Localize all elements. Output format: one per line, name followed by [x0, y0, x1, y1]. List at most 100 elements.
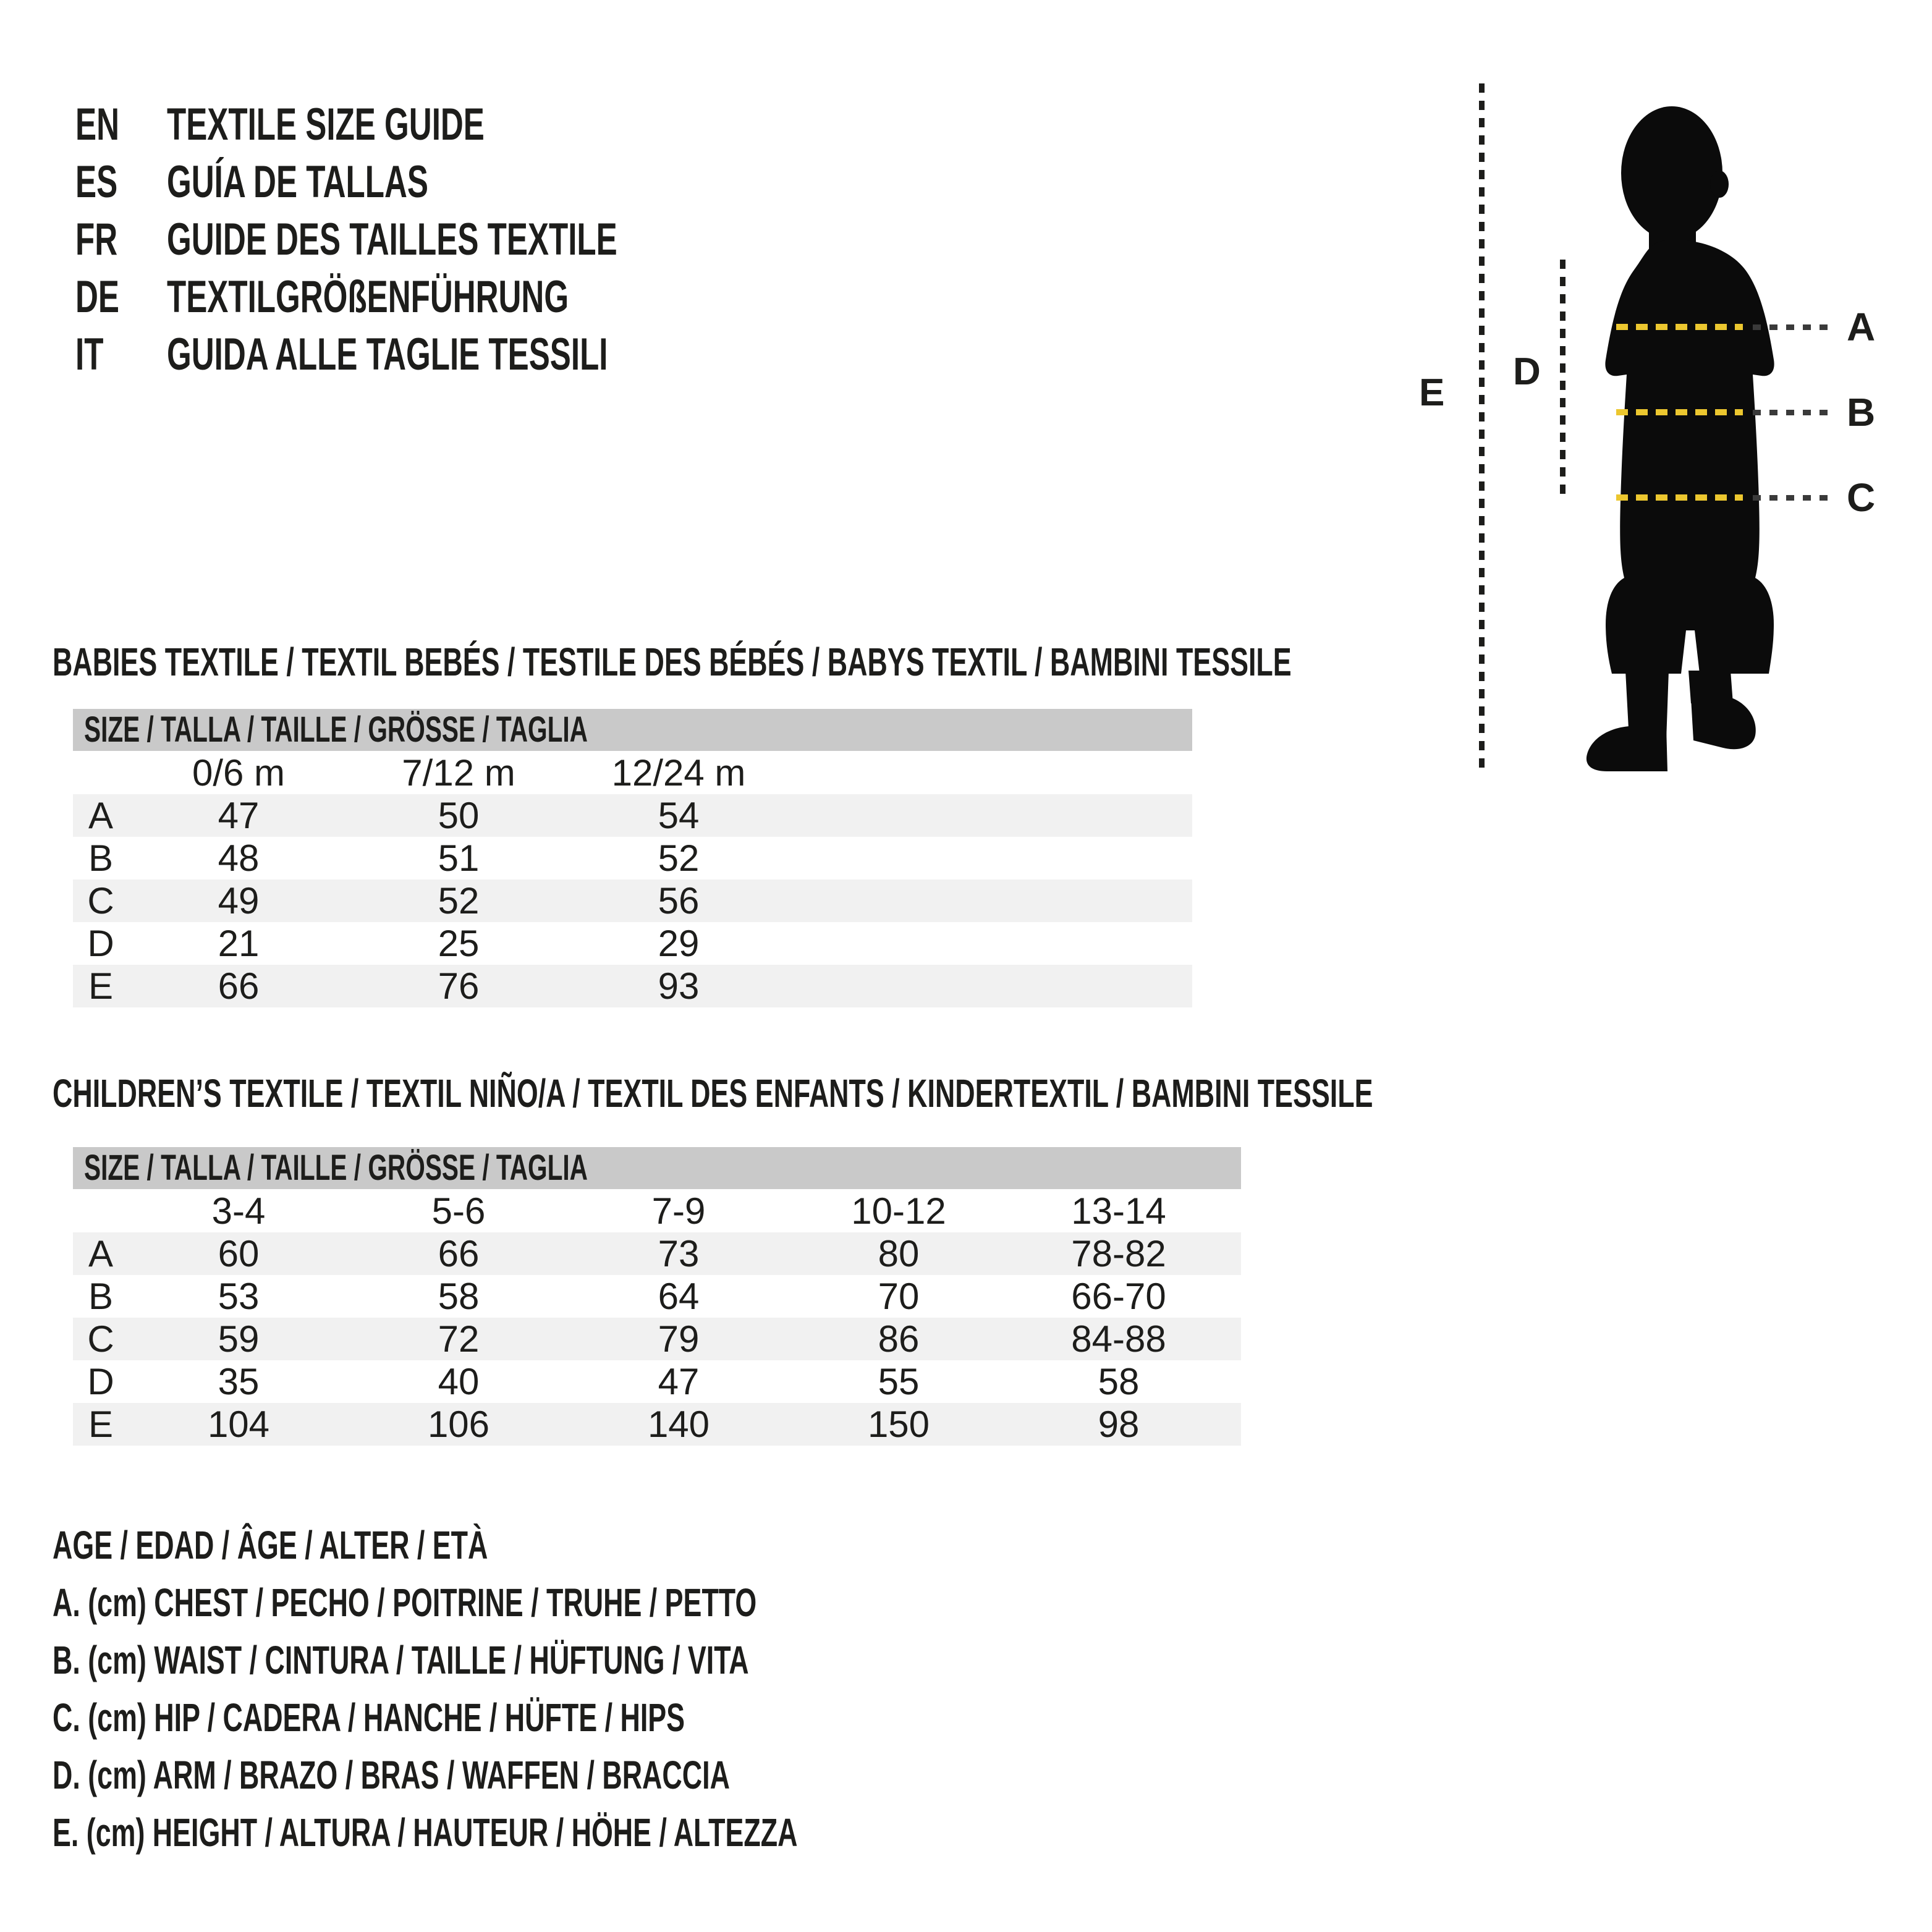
- language-code: ES: [75, 157, 118, 207]
- babies-size-bar: SIZE / TALLA / TAILLE / GRÖSSE / TAGLIA: [73, 709, 1192, 751]
- legend-text: C. (cm) HIP / CADERA / HANCHE / HÜFTE / …: [53, 1695, 685, 1740]
- size-cell: 35: [218, 1361, 260, 1402]
- filler-cell: [789, 879, 1192, 922]
- size-cell: 66-70: [1071, 1276, 1166, 1317]
- chest-dash-yellow: [1616, 324, 1743, 330]
- language-title-block: EN TEXTILE SIZE GUIDE ES GUÍA DE TALLAS FR…: [75, 96, 810, 383]
- size-cell: 76: [438, 965, 480, 1007]
- hip-dash-yellow: [1616, 494, 1743, 501]
- row-label: E: [88, 965, 114, 1007]
- size-cell: 53: [218, 1276, 260, 1317]
- size-cell: 64: [658, 1276, 700, 1317]
- language-row-es: ES GUÍA DE TALLAS: [75, 153, 810, 211]
- legend-age-line: AGE / EDAD / ÂGE / ALTER / ETÀ: [53, 1517, 1117, 1574]
- language-code: EN: [75, 100, 119, 150]
- size-cell: 58: [1098, 1361, 1140, 1402]
- filler-cell: [789, 922, 1192, 965]
- size-cell: 79: [658, 1318, 700, 1360]
- babies-size-table: SIZE / TALLA / TAILLE / GRÖSSE / TAGLIA …: [73, 709, 1192, 1007]
- size-cell: 58: [438, 1276, 480, 1317]
- size-cell: 72: [438, 1318, 480, 1360]
- children-col-13-14: 13-14: [1009, 1189, 1229, 1232]
- size-cell: 66: [218, 965, 260, 1007]
- language-code: FR: [75, 214, 118, 265]
- legend-height-line: E. (cm) HEIGHT / ALTURA / HAUTEUR / HÖHE…: [53, 1804, 1117, 1862]
- table-row-a: A 60 66 73 80 78-82: [73, 1232, 1241, 1275]
- language-title: TEXTILE SIZE GUIDE: [167, 100, 485, 150]
- size-cell: 54: [658, 795, 700, 836]
- legend-text: AGE / EDAD / ÂGE / ALTER / ETÀ: [53, 1523, 488, 1567]
- row-label: A: [88, 1233, 114, 1274]
- size-cell: 140: [647, 1404, 710, 1445]
- children-section-heading: CHILDREN’S TEXTILE / TEXTIL NIÑO/A / TEX…: [53, 1071, 1932, 1116]
- legend-waist-line: B. (cm) WAIST / CINTURA / TAILLE / HÜFTU…: [53, 1632, 1117, 1689]
- corner-cell: [73, 751, 129, 794]
- filler-cell: [1229, 1318, 1241, 1360]
- measure-label-e: E: [1419, 371, 1445, 414]
- children-table: 3-4 5-6 7-9 10-12 13-14 A 60 66 73 80 78…: [73, 1189, 1241, 1446]
- size-cell: 150: [867, 1404, 930, 1445]
- language-code: DE: [75, 272, 119, 322]
- size-cell: 59: [218, 1318, 260, 1360]
- language-title: GUIDA ALLE TAGLIE TESSILI: [167, 329, 608, 379]
- children-col-5-6: 5-6: [349, 1189, 569, 1232]
- children-column-header-row: 3-4 5-6 7-9 10-12 13-14: [73, 1189, 1241, 1232]
- size-cell: 52: [658, 837, 700, 879]
- legend-hip-line: C. (cm) HIP / CADERA / HANCHE / HÜFTE / …: [53, 1689, 1117, 1747]
- table-row-e: E 66 76 93: [73, 965, 1192, 1007]
- row-label: E: [88, 1404, 114, 1445]
- size-cell: 40: [438, 1361, 480, 1402]
- babies-section-heading: BABIES TEXTILE / TEXTIL BEBÉS / TESTILE …: [53, 640, 1823, 684]
- row-label: B: [88, 1276, 114, 1317]
- waist-measure-line-b: B: [1616, 392, 1875, 432]
- hip-dash-dark: [1753, 494, 1828, 501]
- arm-measure-line-d: [1560, 260, 1566, 494]
- filler-cell: [789, 837, 1192, 879]
- corner-cell: [73, 1189, 129, 1232]
- size-cell: 93: [658, 965, 700, 1007]
- size-cell: 52: [438, 880, 480, 922]
- filler-cell: [1229, 1232, 1241, 1275]
- language-row-it: IT GUIDA ALLE TAGLIE TESSILI: [75, 326, 810, 383]
- language-code: IT: [75, 329, 104, 379]
- waist-dash-dark: [1753, 409, 1828, 415]
- size-cell: 29: [658, 923, 700, 964]
- size-cell: 60: [218, 1233, 260, 1274]
- filler-cell: [789, 751, 1192, 794]
- language-row-en: EN TEXTILE SIZE GUIDE: [75, 96, 810, 153]
- filler-cell: [1229, 1275, 1241, 1318]
- size-cell: 84-88: [1071, 1318, 1166, 1360]
- filler-cell: [789, 794, 1192, 837]
- size-cell: 21: [218, 923, 260, 964]
- language-title: GUIDE DES TAILLES TEXTILE: [167, 214, 617, 265]
- children-size-table: SIZE / TALLA / TAILLE / GRÖSSE / TAGLIA …: [73, 1147, 1241, 1446]
- filler-cell: [1229, 1360, 1241, 1403]
- filler-cell: [1229, 1403, 1241, 1446]
- row-label: B: [88, 837, 114, 879]
- size-cell: 70: [878, 1276, 920, 1317]
- legend-chest-line: A. (cm) CHEST / PECHO / POITRINE / TRUHE…: [53, 1574, 1117, 1632]
- chest-measure-line-a: A: [1616, 307, 1875, 347]
- size-cell: 78-82: [1071, 1233, 1166, 1274]
- child-silhouette: [1586, 106, 1774, 771]
- legend-text: A. (cm) CHEST / PECHO / POITRINE / TRUHE…: [53, 1580, 757, 1625]
- table-row-d: D 21 25 29: [73, 922, 1192, 965]
- children-col-7-9: 7-9: [569, 1189, 789, 1232]
- size-cell: 51: [438, 837, 480, 879]
- babies-table: 0/6 m 7/12 m 12/24 m A 47 50 54 B 48 51 …: [73, 751, 1192, 1007]
- babies-heading-text: BABIES TEXTILE / TEXTIL BEBÉS / TESTILE …: [53, 640, 1292, 684]
- legend-text: E. (cm) HEIGHT / ALTURA / HAUTEUR / HÖHE…: [53, 1810, 798, 1855]
- size-bar-label: SIZE / TALLA / TAILLE / GRÖSSE / TAGLIA: [84, 1148, 588, 1188]
- row-label: C: [87, 1318, 114, 1360]
- size-cell: 66: [438, 1233, 480, 1274]
- chest-dash-dark: [1753, 324, 1828, 330]
- measure-label-d: D: [1513, 350, 1541, 393]
- table-row-b: B 48 51 52: [73, 837, 1192, 879]
- babies-col-12-24m: 12/24 m: [569, 751, 789, 794]
- row-label: C: [87, 880, 114, 922]
- size-cell: 47: [218, 795, 260, 836]
- size-cell: 49: [218, 880, 260, 922]
- legend-text: B. (cm) WAIST / CINTURA / TAILLE / HÜFTU…: [53, 1638, 749, 1682]
- table-row-c: C 59 72 79 86 84-88: [73, 1318, 1241, 1360]
